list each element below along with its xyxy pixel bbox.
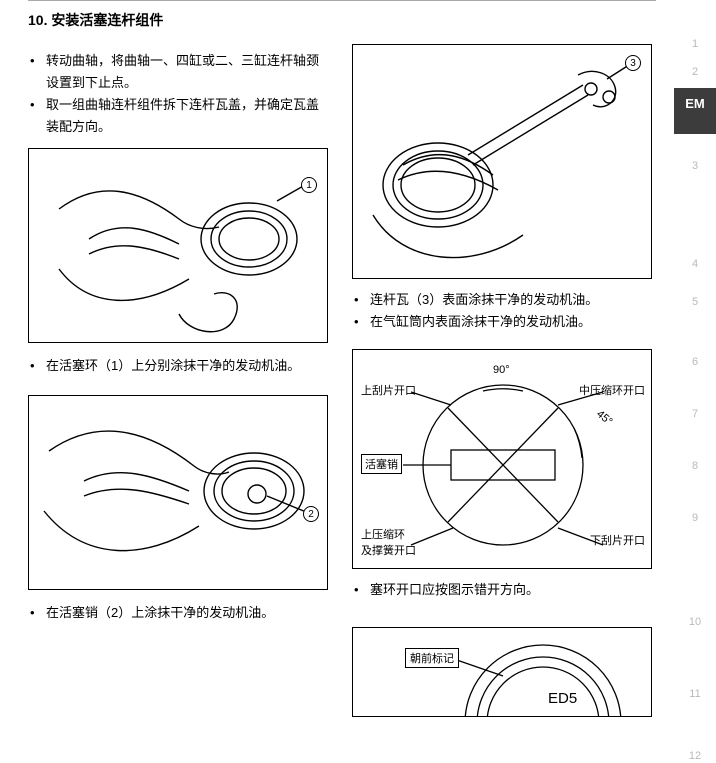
lbl-top-right: 中压缩环开口 (579, 382, 645, 398)
intro-item: 转动曲轴，将曲轴一、四缸或二、三缸连杆轴颈设置到下止点。 (42, 50, 328, 94)
two-column-layout: 转动曲轴，将曲轴一、四缸或二、三缸连杆轴颈设置到下止点。 取一组曲轴连杆组件拆下… (28, 44, 660, 717)
intro-list: 转动曲轴，将曲轴一、四缸或二、三缸连杆轴颈设置到下止点。 取一组曲轴连杆组件拆下… (28, 50, 328, 138)
note-3a: 连杆瓦（3）表面涂抹干净的发动机油。 (366, 289, 652, 311)
page: 10. 安装活塞连杆组件 转动曲轴，将曲轴一、四缸或二、三缸连杆轴颈设置到下止点… (0, 0, 660, 763)
side-tab: 9 (680, 512, 710, 524)
side-tab: 12 (680, 750, 710, 762)
figure-4-ring-gap-diagram: 90° 45° 上刮片开口 中压缩环开口 活塞销 上压缩环 及撑簧开口 下刮片开… (352, 349, 652, 569)
side-tab: 7 (680, 408, 710, 420)
piston-top-svg (353, 628, 652, 717)
lbl-mid-left: 活塞销 (361, 454, 402, 474)
side-tab: 10 (680, 616, 710, 628)
figure-5-piston-top: 朝前标记 ED5 (352, 627, 652, 717)
figure-3: 3 (352, 44, 652, 279)
side-tab: 6 (680, 356, 710, 368)
side-tab: 2 (680, 66, 710, 78)
lbl-bot-left: 上压缩环 及撑簧开口 (361, 526, 416, 558)
note-3b: 在气缸筒内表面涂抹干净的发动机油。 (366, 311, 652, 333)
side-tab: 11 (680, 688, 710, 700)
conrod-bearing-illustration (353, 45, 653, 280)
right-column: 3 连杆瓦（3）表面涂抹干净的发动机油。 在气缸筒内表面涂抹干净的发动机油。 (352, 44, 652, 717)
fig5-front-mark-label: 朝前标记 (405, 648, 459, 668)
section-heading: 10. 安装活塞连杆组件 (28, 10, 660, 30)
note-2-list: 在活塞销（2）上涂抹干净的发动机油。 (28, 602, 328, 624)
intro-item: 取一组曲轴连杆组件拆下连杆瓦盖，并确定瓦盖装配方向。 (42, 94, 328, 138)
piston-hand-illustration-2 (29, 396, 329, 591)
side-tab-em: EM (674, 88, 716, 134)
side-tab: 8 (680, 460, 710, 472)
side-tab: 1 (680, 38, 710, 50)
side-tab: 3 (680, 160, 710, 172)
figure-2: 2 (28, 395, 328, 590)
side-tab-bar: 1 2 EM 3 4 5 6 7 8 9 10 11 12 (674, 0, 716, 763)
note-3-list: 连杆瓦（3）表面涂抹干净的发动机油。 在气缸筒内表面涂抹干净的发动机油。 (352, 289, 652, 333)
note-1: 在活塞环（1）上分别涂抹干净的发动机油。 (42, 355, 328, 377)
piston-hand-illustration-1 (29, 149, 329, 344)
figure-1: 1 (28, 148, 328, 343)
lbl-top-left: 上刮片开口 (361, 382, 416, 398)
side-tab: 4 (680, 258, 710, 270)
angle-90: 90° (493, 364, 510, 376)
note-1-list: 在活塞环（1）上分别涂抹干净的发动机油。 (28, 355, 328, 377)
left-column: 转动曲轴，将曲轴一、四缸或二、三缸连杆轴颈设置到下止点。 取一组曲轴连杆组件拆下… (28, 44, 328, 717)
note-2: 在活塞销（2）上涂抹干净的发动机油。 (42, 602, 328, 624)
callout-3: 3 (625, 55, 641, 71)
note-4: 塞环开口应按图示错开方向。 (366, 579, 652, 601)
fig5-mark: ED5 (548, 690, 577, 707)
lbl-bot-right: 下刮片开口 (590, 532, 645, 548)
side-tab: 5 (680, 296, 710, 308)
note-4-list: 塞环开口应按图示错开方向。 (352, 579, 652, 601)
